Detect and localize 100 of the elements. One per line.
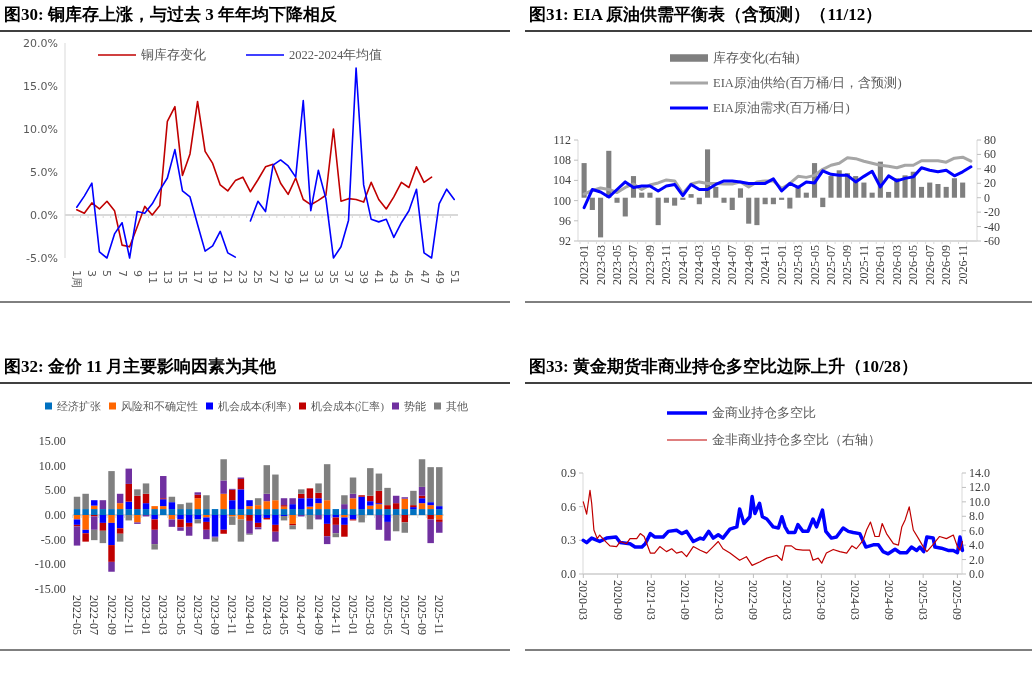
x-tick-label: 2023-01 (577, 245, 592, 285)
x-tick-label: 2023-09 (208, 595, 223, 635)
x-tick-label: 2022-05 (70, 595, 85, 635)
legend-label: 库存变化(右轴) (713, 51, 800, 65)
x-tick-label: 2024-09 (882, 580, 897, 620)
x-tick-label: 5 (100, 270, 114, 277)
y2-tick-label: 4.0 (969, 538, 984, 553)
x-tick-label: 2025-07 (397, 595, 412, 635)
x-tick-label: 2021-03 (644, 580, 659, 620)
x-tick-label: 2023-03 (780, 580, 795, 620)
x-tick-label: 2024-01 (675, 245, 690, 285)
legend-label: 风险和不确定性 (121, 399, 198, 412)
x-tick-label: 2024-03 (259, 595, 274, 635)
x-tick-label: 2025-09 (950, 580, 965, 620)
y-tick-label: 10.00 (38, 458, 66, 473)
x-tick-label: 2025-01 (346, 595, 361, 635)
y2-tick-label: 80 (984, 133, 996, 147)
x-tick-label: 2024-07 (725, 245, 740, 285)
x-tick-label: 31 (296, 270, 310, 284)
x-tick-label: 2025-01 (774, 245, 789, 285)
x-tick-label: 2025-09 (840, 245, 855, 285)
x-tick-label: 51 (447, 270, 461, 284)
x-tick-label: 2023-01 (139, 595, 154, 635)
x-tick-label: 2025-11 (856, 245, 871, 285)
y-tick-label: 15.0% (23, 79, 58, 93)
y-tick-label: -10.00 (34, 557, 66, 572)
y2-tick-label: 14.0 (969, 466, 990, 480)
y-tick-label: 104 (553, 173, 571, 188)
y2-tick-label: 20 (984, 176, 996, 191)
y-tick-label: 20.0% (23, 36, 58, 50)
legend-label: 经济扩张 (57, 399, 101, 412)
x-tick-label: 2023-03 (156, 595, 171, 635)
x-tick-label: 2024-01 (242, 595, 257, 635)
y2-tick-label: -60 (984, 234, 1000, 248)
x-tick-label: 2022-03 (712, 580, 727, 620)
x-tick-label: 2022-09 (104, 595, 119, 635)
x-tick-label: 39 (357, 270, 371, 284)
chart-title: 图30: 铜库存上涨，与过去 3 年年均下降相反 (4, 4, 337, 24)
x-tick-label: 2024-11 (328, 595, 343, 635)
x-tick-label: 29 (281, 270, 295, 284)
x-tick-label: 11 (145, 270, 159, 284)
x-tick-label: 2023-05 (173, 595, 188, 635)
y2-tick-label: -40 (984, 219, 1000, 234)
y2-tick-label: 8.0 (969, 509, 984, 524)
x-tick-label: 2020-09 (610, 580, 625, 620)
x-tick-label: 2023-09 (642, 245, 657, 285)
x-tick-label: 2022-07 (87, 595, 102, 635)
x-tick-label: 35 (326, 270, 340, 284)
x-tick-label: 1周 (70, 270, 84, 288)
x-tick-label: 2025-05 (807, 245, 822, 285)
x-tick-label: 9 (130, 270, 144, 277)
x-tick-label: 2025-03 (916, 580, 931, 620)
chart-title: 图33: 黄金期货非商业持仓多空比边际上升（10/28） (529, 356, 918, 376)
y-tick-label: 5.00 (44, 483, 66, 498)
legend-label: 势能 (404, 399, 426, 412)
x-tick-label: 2024-09 (311, 595, 326, 635)
x-tick-label: 2023-11 (225, 595, 240, 635)
legend-label: 其他 (446, 399, 468, 412)
y-tick-label: 15.00 (38, 434, 66, 448)
x-tick-label: 2024-03 (848, 580, 863, 620)
x-tick-label: 2024-11 (758, 245, 773, 285)
y-tick-label: 96 (559, 213, 571, 228)
legend-label: EIA原油供给(百万桶/日，含预测) (713, 76, 902, 90)
x-tick-label: 2021-09 (678, 580, 693, 620)
x-tick-label: 2024-05 (277, 595, 292, 635)
x-tick-label: 15 (175, 270, 189, 284)
y-tick-label: -5.00 (40, 532, 66, 547)
y-tick-label: 0.9 (561, 466, 576, 480)
x-tick-label: 2023-05 (610, 245, 625, 285)
x-tick-label: 2022-09 (746, 580, 761, 620)
y2-tick-label: 6.0 (969, 523, 984, 538)
x-tick-label: 2024-03 (692, 245, 707, 285)
x-tick-label: 17 (191, 270, 205, 284)
x-tick-label: 2023-07 (626, 245, 641, 285)
x-tick-label: 37 (342, 270, 356, 284)
y-tick-label: 0.0% (30, 208, 58, 222)
y2-tick-label: 2.0 (969, 552, 984, 567)
y2-tick-label: -20 (984, 205, 1000, 220)
x-tick-label: 2025-07 (823, 245, 838, 285)
legend-label: 金非商业持仓多空比（右轴） (712, 433, 881, 447)
legend-label: 2022-2024年均值 (289, 48, 383, 62)
x-tick-label: 2026-07 (922, 245, 937, 285)
y-tick-label: 0.3 (561, 533, 576, 548)
x-tick-label: 45 (402, 270, 416, 284)
y-tick-label: 0.00 (44, 508, 66, 522)
y-tick-label: 112 (553, 133, 571, 147)
legend-label: 铜库存变化 (140, 48, 206, 62)
x-tick-label: 2023-11 (659, 245, 674, 285)
x-tick-label: 2023-07 (190, 595, 205, 635)
x-tick-label: 2023-03 (593, 245, 608, 285)
x-tick-label: 2026-05 (906, 245, 921, 285)
y-tick-label: 0.6 (561, 499, 576, 514)
x-tick-label: 2025-03 (363, 595, 378, 635)
y-tick-label: 108 (553, 153, 571, 168)
x-tick-label: 2024-09 (741, 245, 756, 285)
y-tick-label: 10.0% (23, 122, 58, 136)
x-tick-label: 2022-11 (121, 595, 136, 635)
x-tick-label: 2026-03 (889, 245, 904, 285)
y2-tick-label: 12.0 (969, 480, 990, 495)
y-tick-label: 5.0% (30, 165, 58, 179)
